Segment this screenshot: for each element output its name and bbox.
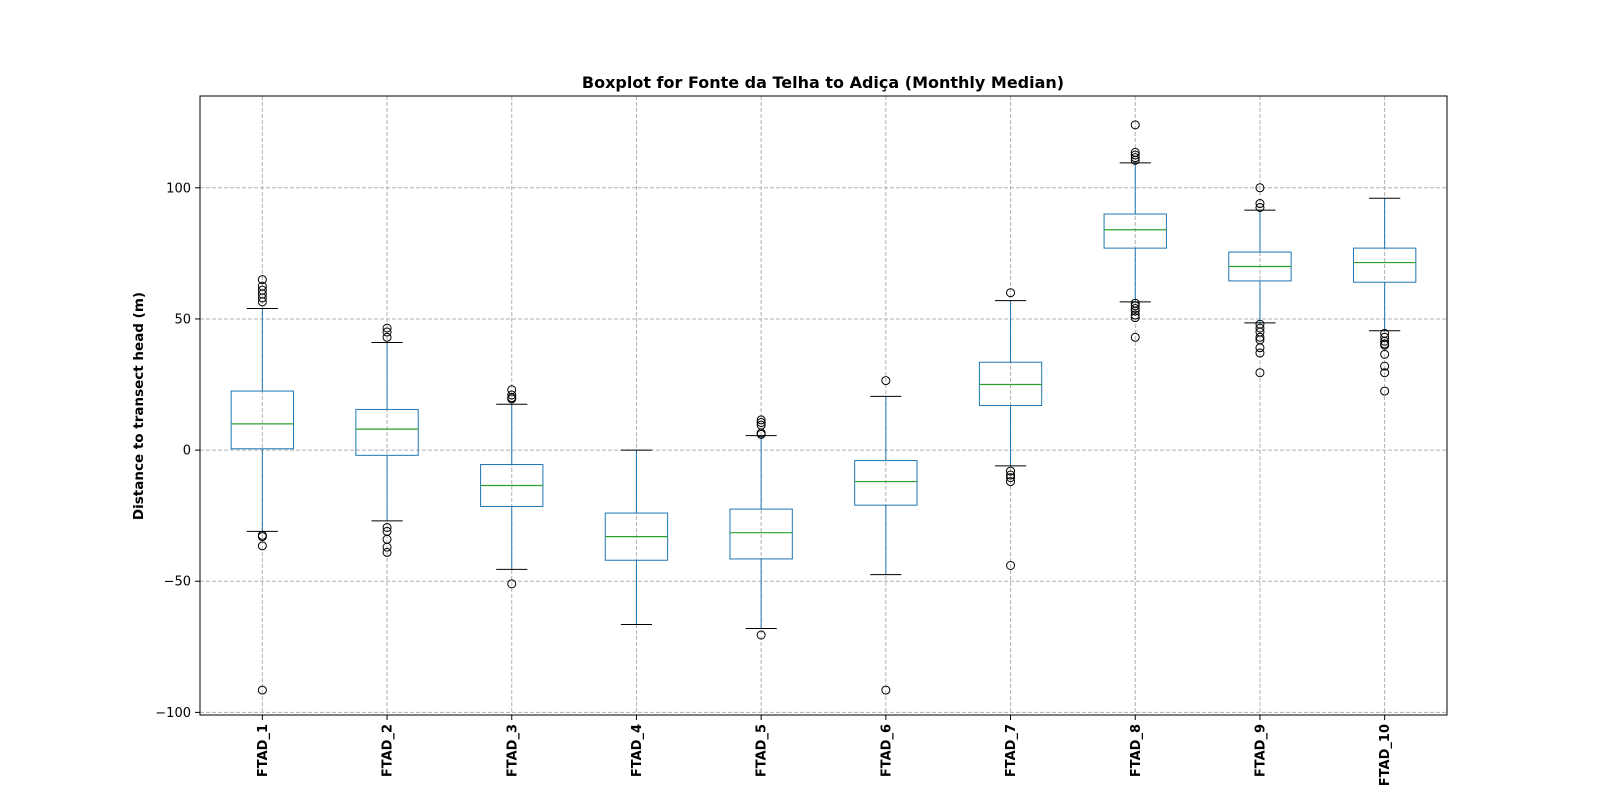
outlier-point [1130,332,1140,342]
y-axis-label: Distance to transect head (m) [131,292,147,520]
box-FTAD_6 [854,376,918,695]
outlier-point [257,297,267,307]
y-tick-label: −50 [164,575,191,590]
outlier-point [881,376,891,386]
iqr-box [729,508,793,560]
outlier-point [756,415,766,425]
box-FTAD_5 [729,415,793,640]
outlier-point [1130,301,1140,311]
iqr-box [1352,247,1417,283]
outlier-point [756,429,766,439]
outlier-point [1255,332,1265,342]
x-tick-label: FTAD_9 [1253,724,1268,777]
outlier-point [1130,150,1140,160]
plot-area-frame [199,95,1448,716]
outlier-point [1255,202,1265,212]
outlier-point [257,532,267,542]
box-FTAD_4 [604,449,669,626]
x-tick-label: FTAD_7 [1004,724,1019,777]
iqr-box [1103,213,1167,249]
outlier-point [382,547,392,557]
outlier-point [257,685,267,695]
outlier-point [1380,368,1390,378]
outlier-point [382,327,392,337]
outlier-point [1130,120,1140,130]
x-tick-label: FTAD_3 [505,724,520,777]
x-tick-label: FTAD_6 [879,724,894,777]
box-FTAD_1 [230,275,295,695]
iqr-box [230,390,295,450]
box-FTAD_9 [1228,183,1292,378]
x-tick-label: FTAD_5 [755,724,770,777]
outlier-point [257,275,267,285]
outlier-point [507,394,517,404]
x-tick-label: FTAD_8 [1129,724,1144,777]
outlier-point [1006,466,1016,476]
y-tick-label: 0 [183,444,191,459]
outlier-point [1255,199,1265,209]
outlier-point [1380,361,1390,371]
outlier-point [257,541,267,551]
x-tick-label: FTAD_1 [256,724,271,777]
box-FTAD_2 [355,323,419,557]
iqr-box [978,361,1043,406]
x-tick-label: FTAD_10 [1378,724,1393,786]
outlier-point [881,685,891,695]
outlier-point [1380,340,1390,350]
box-FTAD_3 [480,385,544,589]
outlier-point [382,542,392,552]
chart-title: Boxplot for Fonte da Telha to Adiça (Mon… [582,73,1064,92]
x-tick-label: FTAD_2 [381,724,396,777]
outlier-point [507,579,517,589]
outlier-point [382,332,392,342]
outlier-point [382,323,392,333]
outlier-point [507,390,517,400]
y-tick-label: −100 [155,706,191,721]
outlier-point [1130,306,1140,316]
boxes [230,120,1417,695]
outlier-point [1255,348,1265,358]
outlier-point [1380,349,1390,359]
outlier-point [1130,310,1140,320]
outlier-point [1130,155,1140,165]
outlier-point [1255,343,1265,353]
outlier-point [756,630,766,640]
outlier-point [257,293,267,303]
y-tick-label: 50 [174,312,191,327]
outlier-point [756,418,766,428]
outlier-point [1130,153,1140,163]
x-tick-label: FTAD_4 [630,724,645,777]
outlier-point [1006,470,1016,480]
outlier-point [382,522,392,532]
outlier-point [1006,473,1016,483]
outlier-point [1255,368,1265,378]
outlier-point [1380,386,1390,396]
outlier-point [1130,313,1140,323]
outlier-point [1006,477,1016,487]
outlier-point [1006,560,1016,570]
outlier-point [1255,183,1265,193]
iqr-box [854,460,918,506]
iqr-box [355,408,419,456]
box-FTAD_8 [1103,120,1167,342]
box-FTAD_7 [978,288,1043,570]
outlier-point [1006,288,1016,298]
y-tick-label: 100 [166,181,191,196]
axes: −100 −50 0 50 100 FTAD_1 FTAD_2 FTAD_3 FTAD_4 FTA… [155,181,1393,786]
box-FTAD_10 [1352,197,1417,396]
outlier-point [1255,323,1265,333]
outlier-point [1130,303,1140,313]
outlier-point [1380,336,1390,346]
